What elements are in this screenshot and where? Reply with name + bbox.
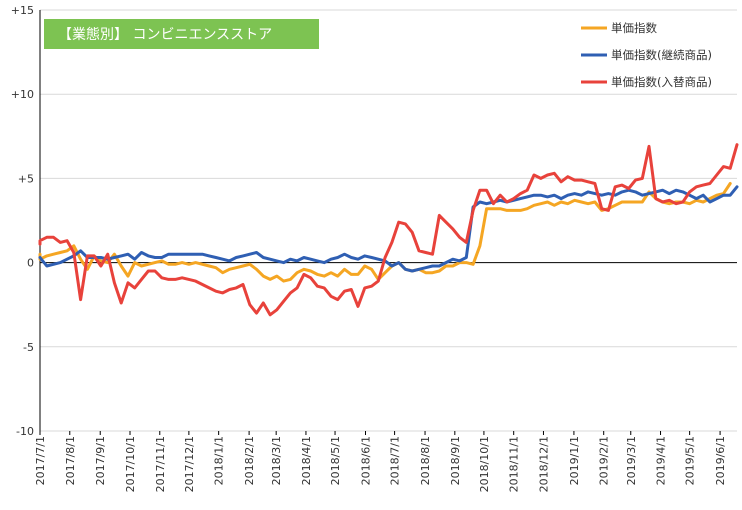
series-line-2	[38, 185, 739, 273]
x-tick-label: 2018/3/1	[270, 436, 283, 485]
series-line-1	[38, 182, 732, 283]
y-tick-label: -5	[23, 341, 34, 354]
x-tick-label: 2017/7/1	[34, 436, 47, 485]
y-tick-label: 0	[27, 257, 34, 270]
axes	[39, 10, 737, 431]
y-tick-label: +5	[18, 172, 34, 185]
x-tick-label: 2019/6/1	[714, 436, 727, 485]
x-tick-label: 2018/12/1	[537, 436, 550, 492]
x-tick-label: 2018/5/1	[329, 436, 342, 485]
x-tick-label: 2019/5/1	[684, 436, 697, 485]
x-tick-label: 2018/8/1	[419, 436, 432, 485]
x-tick-label: 2018/7/1	[389, 436, 402, 485]
y-tick-label: +10	[11, 88, 34, 101]
x-tick-label: 2019/4/1	[655, 436, 668, 485]
gridlines	[40, 9, 737, 432]
series-lines	[38, 143, 739, 317]
y-axis-ticks: +15 +10 +5 0 -5 -10	[11, 4, 34, 438]
chart-title-box: 【業態別】 コンビニエンスストア	[44, 19, 319, 49]
x-tick-label: 2017/8/1	[64, 436, 77, 485]
title-background	[44, 19, 319, 49]
chart-title: 【業態別】 コンビニエンスストア	[58, 27, 272, 43]
x-tick-label: 2017/9/1	[94, 436, 107, 485]
x-tick-label: 2019/3/1	[625, 436, 638, 485]
x-tick-label: 2017/10/1	[124, 436, 137, 492]
x-axis-ticks: 2017/7/1 2017/8/1 2017/9/1 2017/10/1 2017/11…	[34, 431, 727, 492]
series-line-3	[38, 143, 739, 317]
x-tick-label: 2018/2/1	[243, 436, 256, 485]
legend-label: 単価指数(継続商品)	[611, 48, 712, 62]
y-tick-label: -10	[16, 425, 34, 438]
y-tick-label: +15	[11, 4, 34, 17]
x-tick-label: 2019/2/1	[598, 436, 611, 485]
x-tick-label: 2018/1/1	[213, 436, 226, 485]
x-tick-label: 2018/11/1	[508, 436, 521, 492]
x-tick-label: 2018/4/1	[300, 436, 313, 485]
legend-label: 単価指数	[611, 21, 657, 35]
legend-label: 単価指数(入替商品)	[611, 75, 712, 89]
x-tick-label: 2017/11/1	[154, 436, 167, 492]
x-tick-label: 2018/9/1	[449, 436, 462, 485]
x-tick-label: 2019/1/1	[568, 436, 581, 485]
x-tick-label: 2018/6/1	[359, 436, 372, 485]
x-tick-label: 2017/12/1	[183, 436, 196, 492]
x-tick-label: 2018/10/1	[478, 436, 491, 492]
